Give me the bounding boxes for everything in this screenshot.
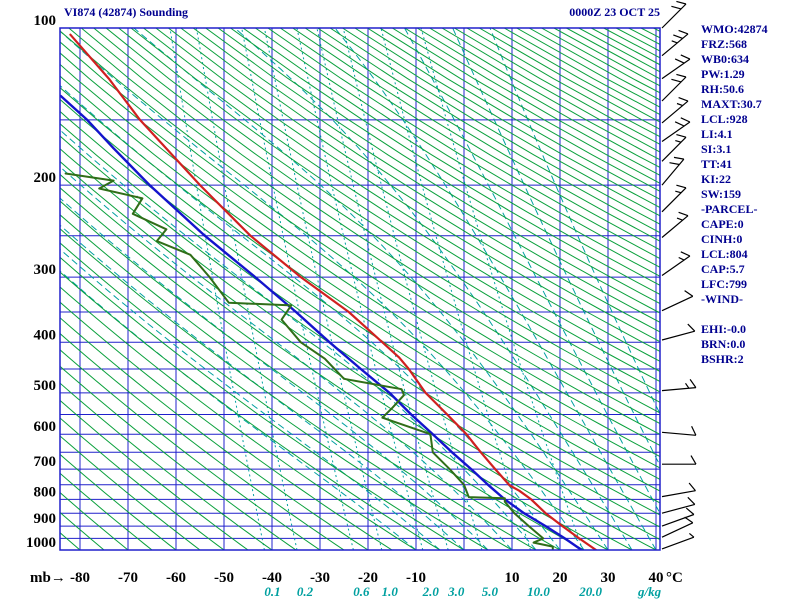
- dry-adiabats: [60, 28, 660, 550]
- wind-barbs: [661, 0, 697, 550]
- stats-line-10: KI:22: [701, 172, 731, 186]
- svg-text:300: 300: [34, 262, 57, 278]
- stats-line-7: LI:4.1: [701, 127, 733, 141]
- stats-line-18: -WIND-: [701, 292, 743, 306]
- svg-text:20.0: 20.0: [578, 584, 602, 599]
- stats-line-14: CINH:0: [701, 232, 743, 246]
- svg-text:-70: -70: [118, 570, 138, 586]
- svg-text:900: 900: [34, 511, 57, 527]
- stats-panel: WMO:42874 FRZ:568 WB0:634 PW:1.29 RH:50.6 MAX…: [701, 22, 768, 367]
- wet-bulb-trace: [60, 94, 583, 550]
- stats-line-19: [701, 307, 768, 322]
- svg-text:-60: -60: [166, 570, 186, 586]
- svg-text:1.0: 1.0: [382, 584, 399, 599]
- svg-text:0.6: 0.6: [353, 584, 370, 599]
- stats-line-2: WB0:634: [701, 52, 749, 66]
- stats-line-5: MAXT:30.7: [701, 97, 762, 111]
- stats-line-17: LFC:799: [701, 277, 747, 291]
- svg-text:-30: -30: [310, 570, 330, 586]
- stats-line-22: BSHR:2: [701, 352, 744, 366]
- svg-text:1000: 1000: [26, 535, 56, 551]
- svg-text:-20: -20: [358, 570, 378, 586]
- stats-line-4: RH:50.6: [701, 82, 744, 96]
- svg-text:0.1: 0.1: [264, 584, 280, 599]
- stats-line-1: FRZ:568: [701, 37, 747, 51]
- stats-line-16: CAP:5.7: [701, 262, 745, 276]
- svg-text:0.2: 0.2: [297, 584, 314, 599]
- stats-line-3: PW:1.29: [701, 67, 745, 81]
- svg-text:40: 40: [649, 570, 664, 586]
- svg-text:100: 100: [34, 13, 57, 29]
- svg-text:-80: -80: [70, 570, 90, 586]
- svg-text:-10: -10: [406, 570, 426, 586]
- svg-text:10.0: 10.0: [527, 584, 550, 599]
- chart-datetime: 0000Z 23 OCT 25: [569, 5, 660, 19]
- svg-text:700: 700: [34, 454, 57, 470]
- svg-text:-40: -40: [262, 570, 282, 586]
- stats-line-0: WMO:42874: [701, 22, 768, 36]
- stats-line-11: SW:159: [701, 187, 742, 201]
- stats-line-15: LCL:804: [701, 247, 748, 261]
- stats-line-21: BRN:0.0: [701, 337, 746, 351]
- svg-text:600: 600: [34, 419, 57, 435]
- stats-line-6: LCL:928: [701, 112, 748, 126]
- svg-text:3.0: 3.0: [447, 584, 465, 599]
- temperature-trace: [69, 33, 598, 550]
- chart-title: VI874 (42874) Sounding: [64, 5, 189, 19]
- stats-line-13: CAPE:0: [701, 217, 744, 231]
- svg-text:g/kg: g/kg: [637, 584, 662, 599]
- stats-line-9: TT:41: [701, 157, 733, 171]
- svg-text:5.0: 5.0: [482, 584, 499, 599]
- svg-text:20: 20: [553, 570, 568, 586]
- stats-line-20: EHI:-0.0: [701, 322, 746, 336]
- plot-frame: [59, 27, 661, 551]
- svg-text:500: 500: [34, 378, 57, 394]
- svg-text:800: 800: [34, 484, 57, 500]
- svg-text:°C: °C: [666, 570, 683, 586]
- svg-text:200: 200: [34, 170, 57, 186]
- svg-text:400: 400: [34, 327, 57, 343]
- svg-text:30: 30: [601, 570, 616, 586]
- axis-labels: -80 -70 -60 -50 -40 -30 -20 -10 10 20 30 40 °C mb→ 100…: [26, 13, 683, 599]
- svg-text:mb→: mb→: [30, 570, 66, 586]
- svg-text:-50: -50: [214, 570, 234, 586]
- svg-text:10: 10: [505, 570, 520, 586]
- moist-adiabats: [60, 28, 660, 550]
- svg-text:2.0: 2.0: [422, 584, 440, 599]
- stats-line-12: -PARCEL-: [701, 202, 758, 216]
- dewpoint-trace: [64, 172, 554, 550]
- stats-line-8: SI:3.1: [701, 142, 732, 156]
